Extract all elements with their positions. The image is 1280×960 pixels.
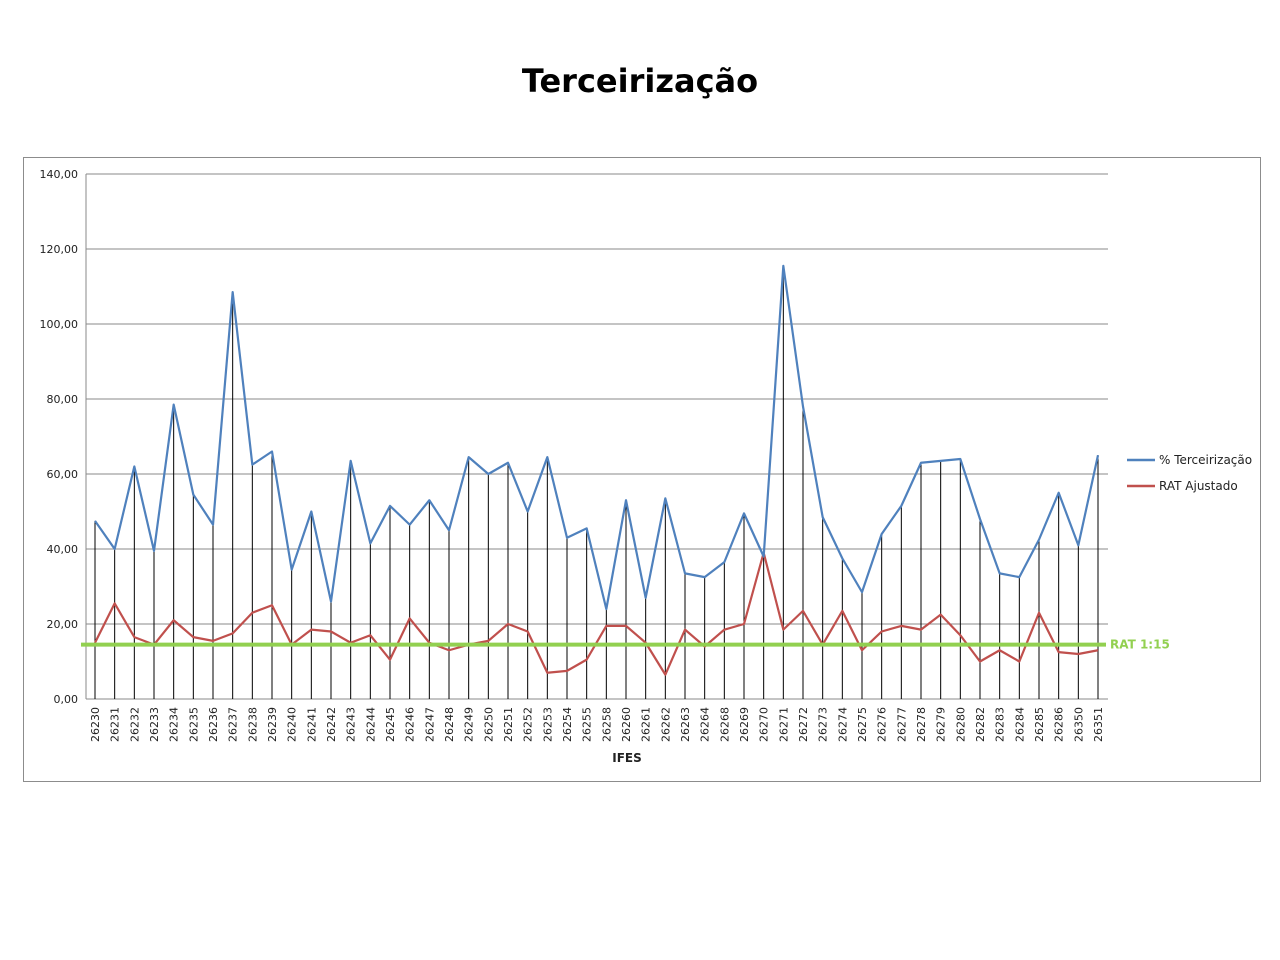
x-tick-label: 26234 [168,707,181,742]
x-tick-label: 26274 [836,707,849,742]
x-tick-label: 26263 [679,707,692,742]
x-tick-label: 26275 [856,707,869,742]
x-tick-label: 26250 [482,707,495,742]
x-tick-label: 26242 [325,707,338,742]
x-tick-label: 26284 [1013,707,1026,742]
x-tick-label: 26270 [758,707,771,742]
x-tick-label: 26236 [207,707,220,742]
x-tick-label: 26273 [817,707,830,742]
y-tick-label: 80,00 [47,393,79,406]
x-tick-label: 26230 [89,707,102,742]
x-tick-label: 26253 [541,707,554,742]
x-tick-label: 26232 [128,707,141,742]
legend-label: RAT Ajustado [1159,479,1238,493]
x-tick-label: 26237 [227,707,240,742]
x-tick-label: 26252 [522,707,535,742]
y-tick-label: 140,00 [40,168,79,181]
x-tick-label: 26235 [187,707,200,742]
y-tick-label: 60,00 [47,468,79,481]
chart-frame: 0,00 20,00 40,00 60,00 80,00 100,00 120,00 140,… [23,157,1261,782]
x-tick-label: 26244 [364,707,377,742]
x-axis-title: IFES [612,751,642,765]
x-tick-label: 26258 [600,707,613,742]
x-tick-label: 26240 [286,707,299,742]
x-tick-label: 26351 [1092,707,1105,742]
line-chart: 0,00 20,00 40,00 60,00 80,00 100,00 120,00 140,… [40,168,1253,765]
x-tick-label: 26261 [640,707,653,742]
x-tick-label: 26272 [797,707,810,742]
x-tick-label: 26264 [699,707,712,742]
x-tick-label: 26278 [915,707,928,742]
x-tick-label: 26282 [974,707,987,742]
x-tick-label: 26233 [148,707,161,742]
x-tick-label: 26286 [1053,707,1066,742]
x-tick-label: 26276 [876,707,889,742]
x-tick-label: 26241 [305,707,318,742]
y-tick-label: 100,00 [40,318,79,331]
series-line [94,264,1100,611]
x-tick-label: 26248 [443,707,456,742]
x-tick-label: 26283 [994,707,1007,742]
x-tick-label: 26245 [384,707,397,742]
x-tick-label: 26280 [954,707,967,742]
x-tick-label: 26260 [620,707,633,742]
x-tick-label: 26262 [659,707,672,742]
legend-label: % Terceirização [1159,453,1252,467]
x-tick-label: 26279 [935,707,948,742]
x-tick-label: 26249 [463,707,476,742]
x-tick-label: 26271 [777,707,790,742]
y-tick-label: 40,00 [47,543,79,556]
x-tick-label: 26350 [1072,707,1085,742]
x-tick-label: 26268 [718,707,731,742]
y-tick-label: 120,00 [40,243,79,256]
x-tick-label: 26239 [266,707,279,742]
x-tick-label: 26247 [423,707,436,742]
page-title: Terceirização [521,62,759,100]
x-tick-label: 26277 [895,707,908,742]
x-tick-label: 26238 [246,707,259,742]
x-tick-label: 26251 [502,707,515,742]
x-tick-label: 26243 [345,707,358,742]
y-tick-label: 20,00 [47,618,79,631]
x-tick-label: 26269 [738,707,751,742]
x-tick-label: 26246 [404,707,417,742]
reference-line-label: RAT 1:15 [1110,638,1170,652]
y-tick-label: 0,00 [54,693,79,706]
x-tick-label: 26254 [561,707,574,742]
x-tick-label: 26285 [1033,707,1046,742]
x-tick-label: 26231 [109,707,122,742]
x-tick-label: 26255 [581,707,594,742]
